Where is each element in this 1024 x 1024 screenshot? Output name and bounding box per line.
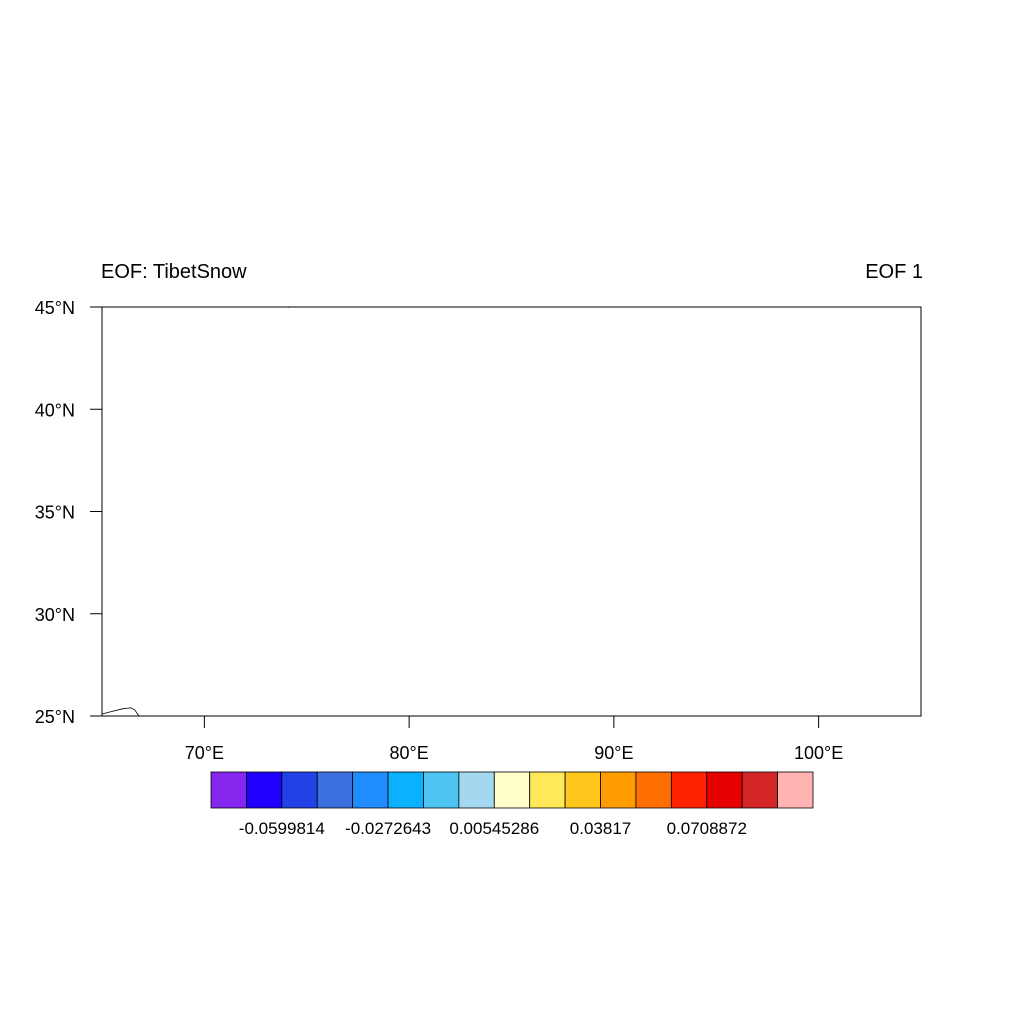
coastline-segment: [101, 707, 140, 717]
colorbar-label: 0.0708872: [667, 819, 747, 838]
colorbar-label: 0.03817: [570, 819, 631, 838]
colorbar-box: [423, 771, 460, 809]
left-title: EOF: TibetSnow: [101, 261, 247, 283]
colorbar-box: [635, 771, 672, 809]
right-title: EOF 1: [865, 261, 923, 283]
colorbar-box: [600, 771, 637, 809]
colorbar-box: [316, 771, 354, 809]
coastlines: [101, 306, 290, 717]
lat-tick-label: 40°N: [35, 400, 75, 420]
colorbar-box: [741, 771, 778, 809]
lon-tick-label: 90°E: [594, 743, 633, 763]
colorbar-box: [352, 771, 389, 809]
colorbar-box: [210, 771, 247, 809]
lat-tick-label: 45°N: [35, 298, 75, 318]
colorbar-label: -0.0272643: [345, 819, 431, 838]
latitude-axis: 45°N 40°N 35°N 30°N 25°N: [35, 298, 102, 727]
colorbar-box: [493, 771, 531, 809]
colorbar-box: [670, 771, 708, 809]
colorbar-box: [529, 771, 566, 809]
colorbar-label: -0.0599814: [239, 819, 325, 838]
colorbar-box: [706, 771, 743, 809]
colorbar-box: [564, 771, 601, 809]
colorbar-box: [281, 771, 318, 809]
colorbar-box: [246, 771, 283, 809]
lon-tick-label: 80°E: [390, 743, 429, 763]
colorbar-box: [458, 771, 495, 809]
lat-tick-label: 25°N: [35, 707, 75, 727]
colorbar-box: [387, 771, 424, 809]
lon-tick-label: 70°E: [185, 743, 224, 763]
colorbar-box: [777, 771, 814, 809]
colorbar: -0.0599814 -0.0272643 0.00545286 0.03817 0.0…: [210, 771, 814, 838]
colorbar-label: 0.00545286: [449, 819, 539, 838]
lat-tick-label: 35°N: [35, 503, 75, 523]
lon-tick-label: 100°E: [794, 743, 843, 763]
longitude-axis: 70°E 80°E 90°E 100°E: [185, 716, 843, 763]
lat-tick-label: 30°N: [35, 605, 75, 625]
map-frame: [101, 306, 922, 717]
